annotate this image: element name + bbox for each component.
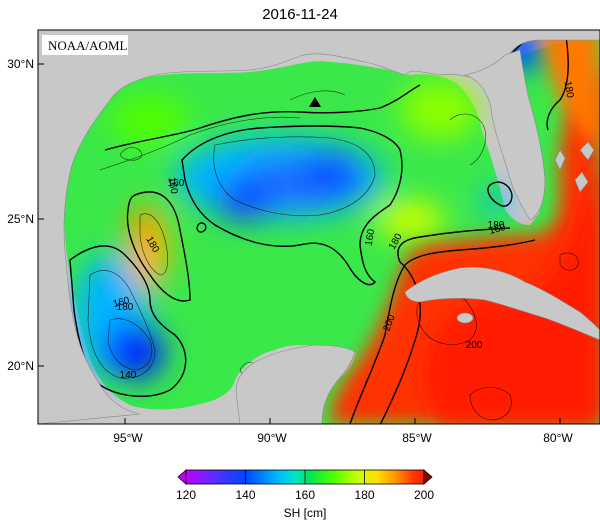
contour-label: 160 — [112, 295, 131, 310]
bahamas-3 — [579, 141, 595, 161]
lon-tick-label: 80°W — [543, 431, 573, 445]
credit-label: NOAA/AOML — [48, 38, 128, 53]
contour-label: 180 — [562, 80, 576, 99]
colorbar: 120 140 160 180 200 SH [cm] — [176, 469, 434, 520]
land-masses — [38, 30, 600, 424]
lon-tick-label: 85°W — [402, 431, 432, 445]
contour-label: 140 — [120, 370, 137, 381]
contour-label: 160 — [364, 228, 378, 247]
lon-tick-label: 95°W — [113, 431, 143, 445]
contour-label: 160 — [488, 222, 507, 237]
plot-area: 180 160 180 160 160 140 160 160 180 180 … — [38, 30, 600, 424]
colorbar-tick-label: 180 — [354, 488, 374, 502]
contour-label: 160 — [168, 178, 185, 189]
colorbar-tick-label: 160 — [295, 488, 315, 502]
florida — [463, 49, 546, 221]
sea-height-field — [74, 30, 548, 380]
station-marker-triangle — [309, 97, 321, 107]
lon-axis: 95°W 90°W 85°W 80°W — [113, 418, 573, 445]
map-title: 2016-11-24 — [262, 6, 338, 23]
lat-tick-label: 20°N — [7, 359, 34, 373]
contour-label: 160 — [166, 176, 180, 195]
bahamas — [554, 149, 566, 171]
isla-de-la-juventud — [456, 312, 474, 324]
credit-box — [42, 35, 128, 55]
cuba — [404, 266, 600, 341]
colorbar-low-arrow — [177, 469, 187, 485]
colorbar-tick-label: 120 — [176, 488, 196, 502]
lon-tick-label: 90°W — [257, 431, 287, 445]
colorbar-tick-label: 200 — [414, 488, 434, 502]
contour-label: 180 — [488, 220, 505, 231]
colorbar-high-arrow — [423, 469, 433, 485]
lat-tick-label: 25°N — [7, 212, 34, 226]
lat-tick-label: 30°N — [7, 57, 34, 71]
contour-label: 180 — [117, 302, 134, 313]
colorbar-tick-label: 140 — [235, 488, 255, 502]
bahamas-2 — [574, 171, 589, 193]
contour-label: 200 — [466, 340, 483, 351]
contour-labels: 180 160 180 160 160 140 160 160 180 180 … — [64, 80, 575, 381]
warm-water-core — [425, 150, 600, 424]
plot-frame — [37, 29, 600, 425]
lat-axis: 20°N 25°N 30°N — [7, 57, 44, 373]
yucatan — [235, 344, 356, 424]
major-contours — [69, 30, 569, 424]
atlantic-warm — [540, 30, 600, 150]
colorbar-label: SH [cm] — [284, 506, 327, 520]
